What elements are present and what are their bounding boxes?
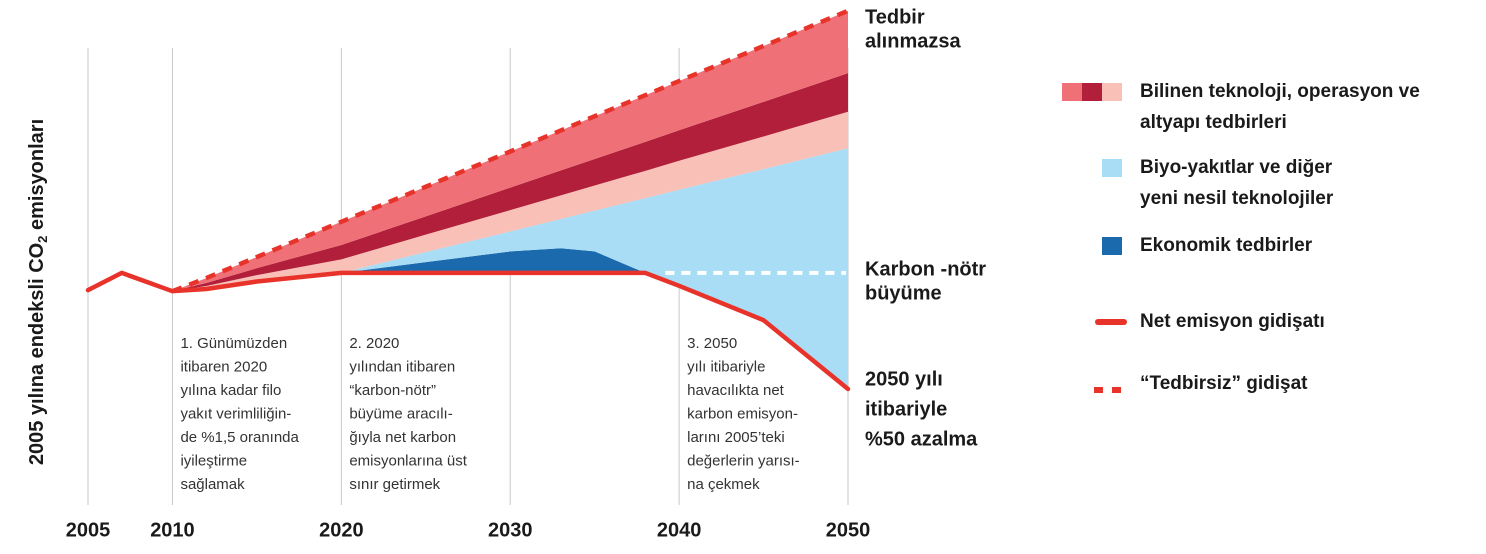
x-tick-label: 2010 [150, 519, 195, 541]
legend-label: altyapı tedbirleri [1140, 112, 1287, 133]
legend-swatch [1102, 237, 1122, 255]
legend-swatch [1102, 83, 1122, 101]
phase-text: na çekmek [687, 476, 760, 493]
right-label: %50 azalma [865, 428, 978, 450]
right-label: büyüme [865, 282, 942, 304]
phase-text: itibaren 2020 [180, 358, 267, 375]
right-label: Tedbir [865, 6, 925, 28]
y-label-part: emisyonları [26, 119, 48, 236]
phase-text: sınır getirmek [349, 476, 440, 493]
phase-text: yakıt verimliliğin- [180, 405, 291, 422]
x-tick-label: 2020 [319, 519, 364, 541]
y-label-sub: 2 [35, 236, 50, 243]
right-label: Karbon -nötr [865, 258, 986, 280]
area-layer [88, 148, 848, 389]
phase-text: yılından itibaren [349, 358, 455, 375]
legend-swatch [1082, 83, 1102, 101]
right-label: alınmazsa [865, 30, 961, 52]
phase-text: büyüme aracılı- [349, 405, 452, 422]
right-label: itibariyle [865, 398, 947, 420]
x-tick-label: 2040 [657, 519, 702, 541]
phase-text: larını 2005’teki [687, 429, 785, 446]
phase-text: 1. Günümüzden [180, 335, 287, 352]
phase-text: havacılıkta net [687, 382, 785, 399]
legend-label: “Tedbirsiz” gidişat [1140, 373, 1308, 394]
x-tick-label: 2050 [826, 519, 871, 541]
legend-label: yeni nesil teknolojiler [1140, 188, 1334, 209]
phase-text: iyileştirme [180, 452, 247, 469]
legend-swatch [1102, 159, 1122, 177]
legend-label: Ekonomik tedbirler [1140, 235, 1313, 256]
legend-swatch [1062, 83, 1082, 101]
legend-label: Bilinen teknoloji, operasyon ve [1140, 81, 1420, 102]
right-label: 2050 yılı [865, 368, 943, 390]
phase-text: değerlerin yarısı- [687, 452, 800, 469]
y-axis-label: 2005 yılına endeksli CO2 emisyonları [26, 119, 50, 465]
legend-label: Net emisyon gidişatı [1140, 311, 1325, 332]
legend-label: Biyo-yakıtlar ve diğer [1140, 157, 1333, 178]
phase-text: yılı itibariyle [687, 358, 765, 375]
phase-text: emisyonlarına üst [349, 452, 467, 469]
no-action-line [171, 8, 849, 294]
phase-text: sağlamak [180, 476, 245, 493]
net-line [85, 270, 851, 392]
phase-text: yılına kadar filo [180, 382, 281, 399]
x-tick-label: 2005 [66, 519, 111, 541]
y-label-part: 2005 yılına endeksli CO [26, 243, 48, 465]
phase-text: ğıyla net karbon [349, 429, 456, 446]
phase-text: karbon emisyon- [687, 405, 798, 422]
x-tick-label: 2030 [488, 519, 533, 541]
phase-text: 3. 2050 [687, 335, 737, 352]
phase-text: “karbon-nötr” [349, 382, 436, 399]
phase-text: 2. 2020 [349, 335, 399, 352]
phase-text: de %1,5 oranında [180, 429, 299, 446]
